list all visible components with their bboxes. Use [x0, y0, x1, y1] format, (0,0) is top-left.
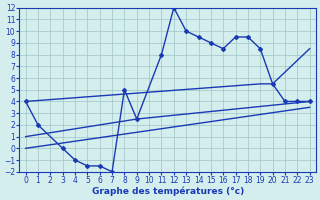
X-axis label: Graphe des températures (°c): Graphe des températures (°c): [92, 186, 244, 196]
